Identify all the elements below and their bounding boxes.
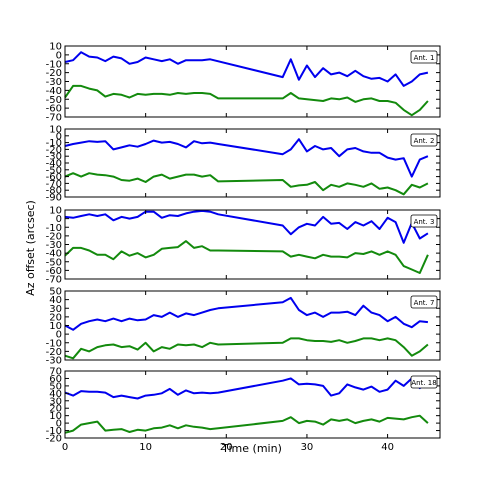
y-tick-label: -20 <box>46 231 62 242</box>
y-tick-label: 0 <box>56 50 62 61</box>
x-axis-title: Time (min) <box>221 442 282 455</box>
series-line-blue <box>64 376 429 400</box>
panel-label-box <box>410 295 438 309</box>
series-line-green <box>64 240 429 274</box>
y-tick-label: -60 <box>46 172 62 183</box>
series-line-blue <box>64 138 429 178</box>
panel-3: 100-10-20-30-40-50-60-70 Ant. 3 <box>46 206 441 286</box>
y-tick-label: -40 <box>46 86 62 97</box>
panel-2: 100-10-20-30-40-50-60-70-80-90 Ant. 2 <box>46 125 441 204</box>
panel-label-box <box>410 214 438 228</box>
y-tick-label: -50 <box>46 257 62 268</box>
y-tick-label: 10 <box>49 206 62 217</box>
y-tick-label: -20 <box>46 145 62 156</box>
y-tick-label: -70 <box>46 179 62 190</box>
y-tick-label: -40 <box>46 249 62 260</box>
y-tick-label: -70 <box>46 275 62 286</box>
y-tick-label: -10 <box>46 338 62 349</box>
y-tick-label: 40 <box>49 295 62 306</box>
plot-frame <box>64 128 441 198</box>
panel-label: Ant. 7 <box>414 299 435 307</box>
y-tick-label: 50 <box>49 381 62 392</box>
x-tick-label: 10 <box>139 442 152 453</box>
y-tick-label: -10 <box>46 426 62 437</box>
y-tick-label: -60 <box>46 104 62 115</box>
y-tick-label: -20 <box>46 347 62 358</box>
panel-label: Ant. 2 <box>414 137 435 145</box>
y-tick-label: -10 <box>46 59 62 70</box>
series-line-blue <box>64 209 429 244</box>
y-tick-label: 0 <box>56 330 62 341</box>
y-tick-label: -20 <box>46 68 62 79</box>
y-tick-label: -30 <box>46 356 62 367</box>
y-tick-label: 10 <box>49 321 62 332</box>
series-line-green <box>64 172 429 196</box>
y-tick-label: 10 <box>49 411 62 422</box>
y-tick-label: -10 <box>46 223 62 234</box>
y-tick-label: 50 <box>49 287 62 298</box>
x-tick-label: 20 <box>220 442 233 453</box>
y-axis-title: Az offset (arcsec) <box>24 200 37 296</box>
y-tick-label: -70 <box>46 113 62 124</box>
y-tick-label: -80 <box>46 186 62 197</box>
y-tick-label: 30 <box>49 304 62 315</box>
series-line-blue <box>64 51 429 87</box>
series-line-blue <box>64 296 429 331</box>
y-tick-label: -30 <box>46 240 62 251</box>
y-tick-label: -30 <box>46 152 62 163</box>
y-tick-label: 60 <box>49 374 62 385</box>
y-tick-label: 10 <box>49 125 62 136</box>
y-tick-label: -30 <box>46 77 62 88</box>
y-tick-label: 20 <box>49 312 62 323</box>
y-tick-label: -90 <box>46 193 62 204</box>
panel-label-box <box>410 375 438 389</box>
panel-label-box <box>410 50 438 64</box>
x-tick-label: 40 <box>381 442 394 453</box>
y-tick-label: 30 <box>49 396 62 407</box>
series-line-green <box>64 414 429 434</box>
series-line-green <box>64 337 429 360</box>
y-tick-label: 20 <box>49 404 62 415</box>
y-tick-label: 40 <box>49 389 62 400</box>
y-tick-label: 10 <box>49 42 62 53</box>
y-tick-label: -60 <box>46 266 62 277</box>
y-tick-label: 0 <box>56 419 62 430</box>
y-tick-label: 0 <box>56 131 62 142</box>
y-tick-label: -40 <box>46 159 62 170</box>
x-tick-label: 0 <box>62 442 68 453</box>
panel-label-box <box>410 133 438 147</box>
y-tick-label: 70 <box>49 367 62 378</box>
x-tick-label: 30 <box>301 442 314 453</box>
plot-frame <box>64 370 441 439</box>
y-tick-label: -50 <box>46 95 62 106</box>
panel-label: Ant. 3 <box>414 218 435 226</box>
panel-label: Ant. 18 <box>411 379 436 387</box>
y-tick-label: -10 <box>46 138 62 149</box>
plot-frame <box>64 290 441 361</box>
y-tick-label: -20 <box>46 434 62 445</box>
plot-frame <box>64 45 441 118</box>
panel-1: 100-10-20-30-40-50-60-70 Ant. 1 <box>46 42 441 124</box>
y-tick-label: 0 <box>56 214 62 225</box>
panel-label: Ant. 1 <box>414 54 435 62</box>
series-line-green <box>64 84 429 117</box>
y-tick-label: -50 <box>46 165 62 176</box>
